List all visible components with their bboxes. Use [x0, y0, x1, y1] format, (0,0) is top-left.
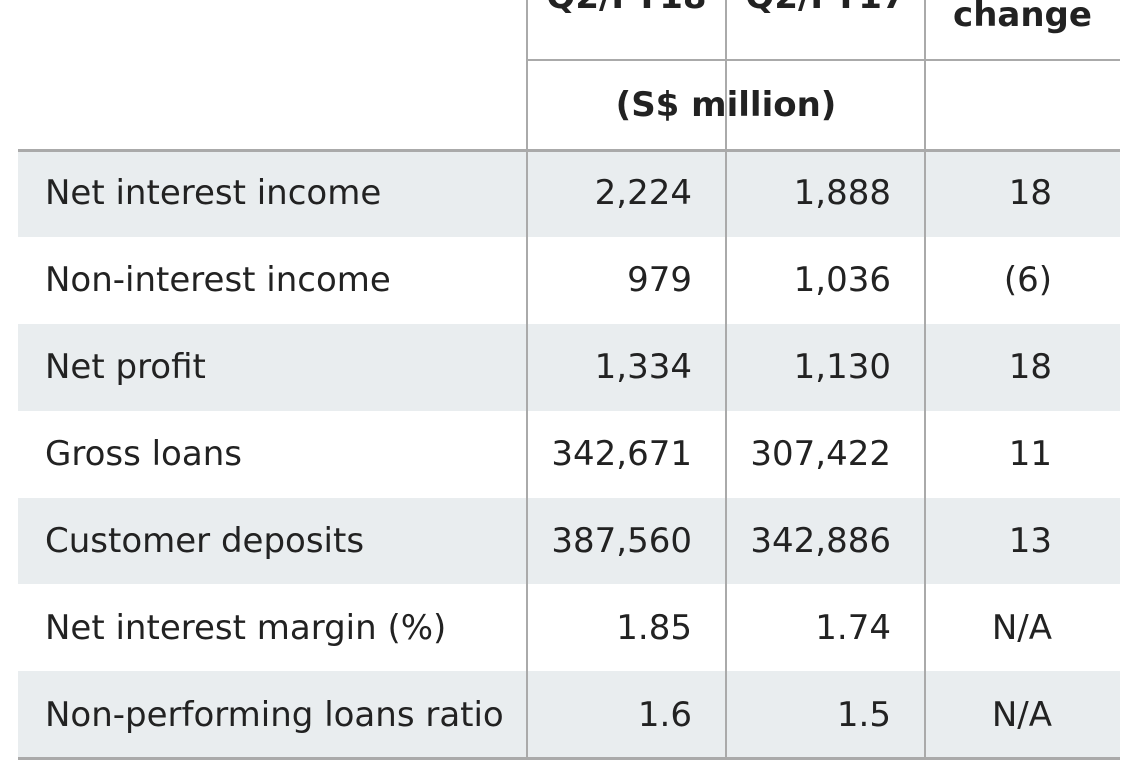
row-label: Non-interest income [45, 260, 391, 301]
column-rule [924, 0, 926, 759]
cell-value: 2,224 [594, 173, 692, 214]
row-label: Net profit [45, 347, 206, 388]
cell-value: 342,886 [750, 521, 891, 562]
cell-value: 1.6 [637, 694, 692, 735]
cell-value: 18 [1008, 173, 1052, 214]
row-label: Customer deposits [45, 521, 365, 562]
row-shade [18, 323, 1120, 411]
cell-value: 307,422 [750, 434, 891, 475]
row-shade [18, 497, 1120, 585]
row-shade [18, 150, 1120, 237]
column-header: Q2/FY17 [726, 0, 925, 22]
column-rule [725, 0, 727, 759]
cell-value: 13 [1008, 521, 1052, 562]
row-label: Gross loans [45, 434, 242, 475]
header-rule [527, 59, 1120, 61]
cell-value: 1,334 [594, 347, 692, 388]
cell-value: 342,671 [551, 434, 692, 475]
cell-value: 11 [1008, 434, 1052, 475]
column-rule [526, 0, 528, 759]
cell-value: 1,130 [793, 347, 891, 388]
row-label: Net interest margin (%) [45, 607, 447, 648]
row-label: Net interest income [45, 173, 382, 214]
cell-value: (6) [1003, 260, 1052, 301]
cell-value: 1.5 [836, 694, 891, 735]
cell-value: 387,560 [551, 521, 692, 562]
column-header: change [953, 0, 1092, 35]
bottom-rule [18, 757, 1120, 760]
cell-value: N/A [991, 694, 1052, 735]
row-shade [18, 671, 1120, 759]
cell-value: 1,036 [793, 260, 891, 301]
cell-value: 18 [1008, 347, 1052, 388]
cell-value: N/A [991, 607, 1052, 648]
cell-value: 979 [627, 260, 692, 301]
cell-value: 1,888 [793, 173, 891, 214]
header-rule [18, 149, 1120, 152]
row-label: Non-performing loans ratio [45, 694, 504, 735]
column-header: Q2/FY18 [527, 0, 726, 22]
cell-value: 1.85 [616, 607, 692, 648]
cell-value: 1.74 [815, 607, 891, 648]
